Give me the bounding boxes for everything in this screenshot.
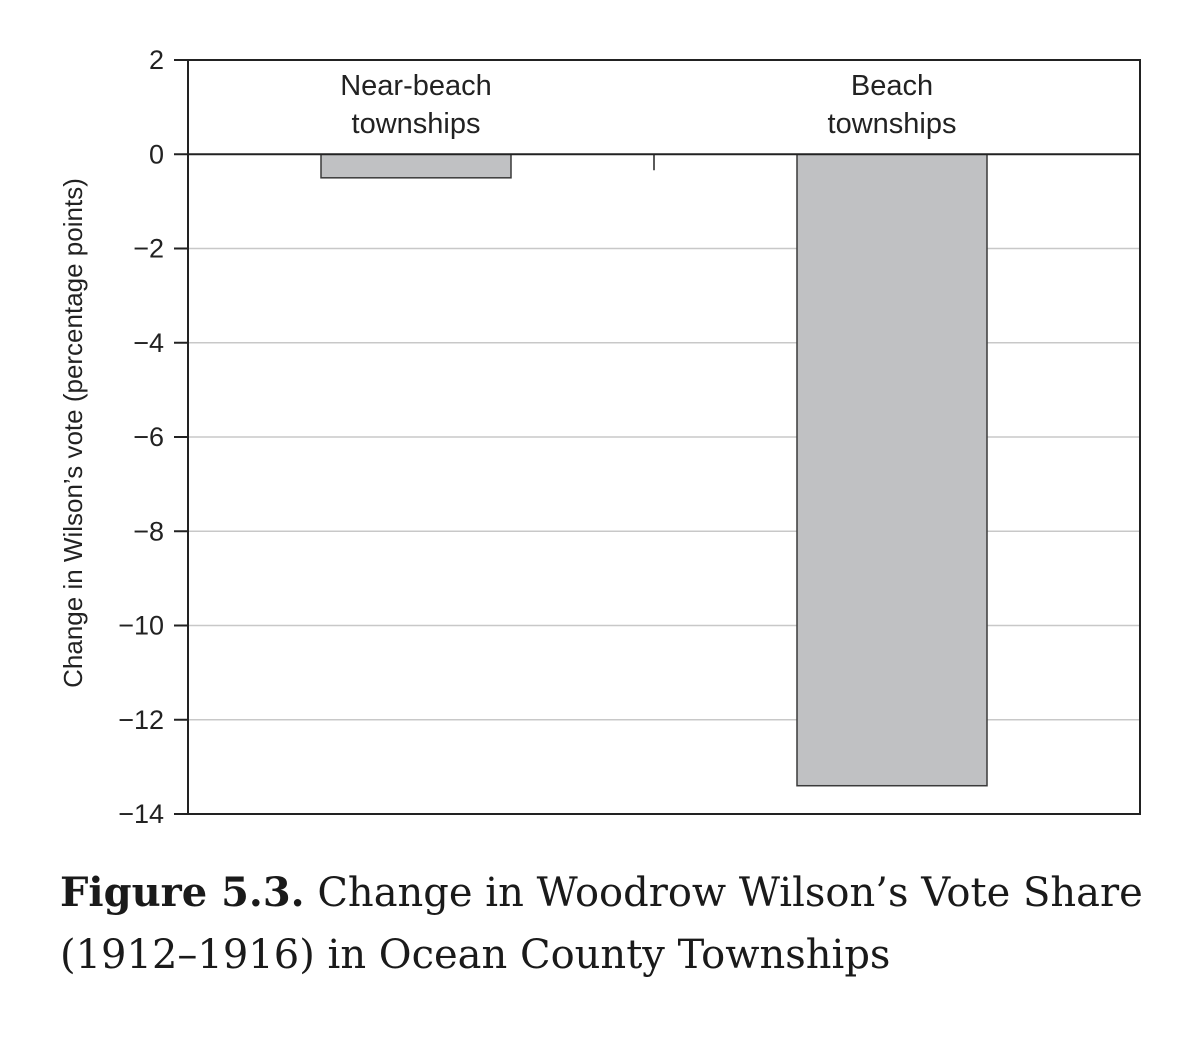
figure-number: Figure 5.3.	[60, 869, 305, 916]
y-tick-label: −10	[118, 611, 164, 641]
figure-caption: Figure 5.3. Change in Woodrow Wilson’s V…	[60, 862, 1160, 986]
figure-caption-text: Change in Woodrow Wilson’s Vote Share (1…	[60, 870, 1143, 978]
bar	[796, 153, 988, 787]
gridlines	[188, 247, 1140, 721]
bars	[320, 153, 988, 787]
y-tick-label: −4	[133, 328, 164, 358]
category-label-line: Near-beach	[340, 70, 492, 102]
y-tick-label: −2	[133, 234, 164, 264]
y-tick-label: −8	[133, 516, 164, 546]
category-label-line: townships	[828, 108, 957, 140]
y-tick-label: −12	[118, 705, 164, 735]
category-label-line: Beach	[851, 70, 933, 102]
category-label: Near-beach townships	[340, 70, 492, 140]
bar-chart: 2 0 −2 −4 −6 −8 −10 −12 −14 Near-beach townships B…	[58, 45, 1141, 829]
category-labels: Near-beach townships Beach townships	[340, 70, 956, 140]
y-tick-label: 2	[149, 45, 164, 75]
y-tick-label: −6	[133, 422, 164, 452]
chart-svg: 20−2−4−6−8−10−12−14 Near-beach townshipsB…	[58, 45, 1141, 829]
category-label: Beach townships	[828, 70, 957, 140]
y-tick-label: −14	[118, 799, 164, 829]
category-label-line: townships	[352, 108, 481, 140]
y-tick-labels: 2 0 −2 −4 −6 −8 −10 −12 −14	[118, 45, 164, 829]
y-tick-label: 0	[149, 139, 164, 169]
axes	[174, 59, 1141, 815]
y-axis-title: Change in Wilson’s vote (percentage poin…	[58, 178, 88, 688]
bar	[320, 153, 512, 179]
